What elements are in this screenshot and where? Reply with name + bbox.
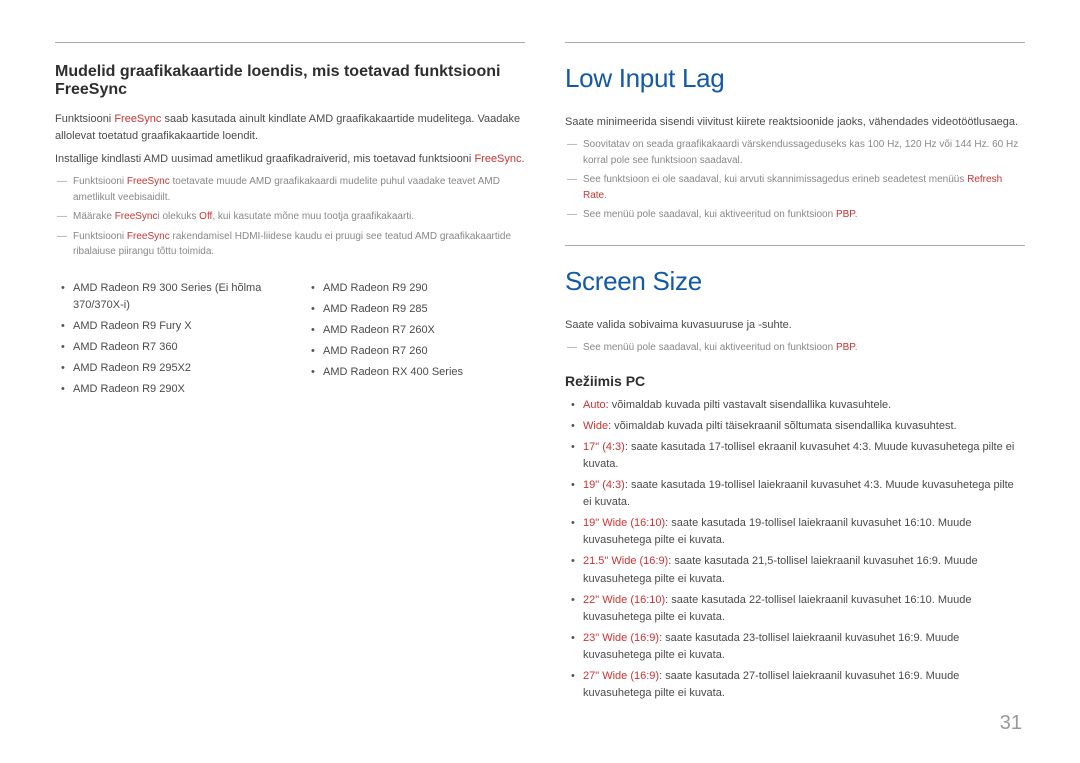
pc-mode-item: 17" (4:3): saate kasutada 17-tollisel ek… <box>565 439 1025 473</box>
low-input-lag-body: Saate minimeerida sisendi viivitust kiir… <box>565 114 1025 131</box>
page-number: 31 <box>1000 712 1022 735</box>
column-rule <box>55 42 525 43</box>
screen-size-body: Saate valida sobivaima kuvasuuruse ja -s… <box>565 317 1025 334</box>
freesync-label: FreeSync <box>114 113 161 125</box>
right-column: Low Input Lag Saate minimeerida sisendi … <box>565 42 1025 706</box>
gpu-card-item: AMD Radeon R7 260 <box>305 343 525 360</box>
pc-mode-item: 19" Wide (16:10): saate kasutada 19-toll… <box>565 515 1025 549</box>
pc-mode-item: 19" (4:3): saate kasutada 19-tollisel la… <box>565 477 1025 511</box>
freesync-body-2: Installige kindlasti AMD uusimad ametlik… <box>55 151 525 168</box>
gpu-card-item: AMD Radeon R9 295X2 <box>55 360 275 377</box>
gpu-card-item: AMD Radeon RX 400 Series <box>305 364 525 381</box>
screen-size-heading: Screen Size <box>565 266 1025 297</box>
gpu-card-list-right: AMD Radeon R9 290 AMD Radeon R9 285 AMD Ra… <box>305 276 525 402</box>
pc-mode-item: 21.5" Wide (16:9): saate kasutada 21,5-t… <box>565 553 1025 587</box>
gpu-card-item: AMD Radeon R7 360 <box>55 339 275 356</box>
gpu-card-item: AMD Radeon R9 290X <box>55 381 275 398</box>
screen-size-note-1: See menüü pole saadaval, kui aktiveeritu… <box>565 340 1025 356</box>
column-rule <box>565 42 1025 43</box>
page-container: Mudelid graafikakaartide loendis, mis to… <box>0 0 1080 706</box>
pc-mode-list: Auto: võimaldab kuvada pilti vastavalt s… <box>565 397 1025 702</box>
pc-mode-item: 27" Wide (16:9): saate kasutada 27-tolli… <box>565 668 1025 702</box>
left-column: Mudelid graafikakaartide loendis, mis to… <box>55 42 525 706</box>
pc-mode-item: 23" Wide (16:9): saate kasutada 23-tolli… <box>565 630 1025 664</box>
gpu-card-list-left: AMD Radeon R9 300 Series (Ei hõlma 370/3… <box>55 276 275 402</box>
pc-mode-item: Auto: võimaldab kuvada pilti vastavalt s… <box>565 397 1025 414</box>
gpu-card-item: AMD Radeon R9 Fury X <box>55 318 275 335</box>
freesync-note-2: Määrake FreeSynci olekuks Off, kui kasut… <box>55 209 525 225</box>
section-rule <box>565 245 1025 246</box>
gpu-card-item: AMD Radeon R9 285 <box>305 301 525 318</box>
low-input-lag-heading: Low Input Lag <box>565 63 1025 94</box>
pc-mode-item: Wide: võimaldab kuvada pilti täisekraani… <box>565 418 1025 435</box>
gpu-card-item: AMD Radeon R9 300 Series (Ei hõlma 370/3… <box>55 280 275 314</box>
freesync-note-1: Funktsiooni FreeSync toetavate muude AMD… <box>55 174 525 205</box>
gpu-card-list: AMD Radeon R9 300 Series (Ei hõlma 370/3… <box>55 268 525 402</box>
low-input-lag-note-1: Soovitatav on seada graafikakaardi värsk… <box>565 137 1025 168</box>
pc-mode-item: 22" Wide (16:10): saate kasutada 22-toll… <box>565 592 1025 626</box>
freesync-label: FreeSync <box>474 153 521 165</box>
gpu-card-item: AMD Radeon R9 290 <box>305 280 525 297</box>
freesync-note-3: Funktsiooni FreeSync rakendamisel HDMI-l… <box>55 229 525 260</box>
low-input-lag-note-2: See funktsioon ei ole saadaval, kui arvu… <box>565 172 1025 203</box>
gpu-card-item: AMD Radeon R7 260X <box>305 322 525 339</box>
low-input-lag-note-3: See menüü pole saadaval, kui aktiveeritu… <box>565 207 1025 223</box>
freesync-body-1: Funktsiooni FreeSync saab kasutada ainul… <box>55 111 525 145</box>
pc-mode-heading: Režiimis PC <box>565 373 1025 389</box>
freesync-models-heading: Mudelid graafikakaartide loendis, mis to… <box>55 63 525 99</box>
